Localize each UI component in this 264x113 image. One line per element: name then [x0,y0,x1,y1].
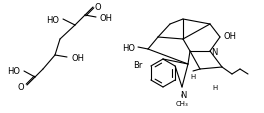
Text: OH: OH [224,31,237,40]
Text: CH₃: CH₃ [176,100,188,106]
Text: H: H [190,73,196,79]
Text: OH: OH [100,13,113,22]
Text: N: N [180,90,186,99]
Text: H: H [212,84,218,90]
Text: N: N [211,47,217,56]
Text: HO: HO [122,43,135,52]
Text: OH: OH [71,53,84,62]
Text: Br: Br [134,61,143,70]
Text: O: O [17,82,24,91]
Text: HO: HO [7,67,20,76]
Text: O: O [95,2,102,11]
Text: HO: HO [46,15,59,24]
